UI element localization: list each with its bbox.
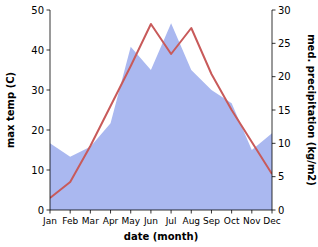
y-tick (47, 10, 51, 11)
x-tick-label: Sep (203, 216, 220, 226)
x-tick (211, 210, 212, 214)
x-axis-label: date (month) (124, 231, 198, 242)
x-tick (191, 210, 192, 214)
y-tick-label: 20 (31, 125, 44, 136)
x-tick-label: Apr (103, 216, 119, 226)
y-tick (47, 210, 51, 211)
y2-tick (272, 43, 276, 44)
y-tick (47, 50, 51, 51)
x-tick (90, 210, 91, 214)
x-tick-label: Jul (165, 216, 177, 226)
y2-tick (272, 76, 276, 77)
x-tick (231, 210, 232, 214)
y2-tick-label: 10 (278, 138, 291, 149)
x-tick (171, 210, 172, 214)
x-tick-label: Aug (182, 216, 200, 226)
y-tick (47, 90, 51, 91)
x-tick (110, 210, 111, 214)
y2-tick-label: 25 (278, 38, 291, 49)
y-axis-line (50, 10, 51, 210)
y-tick-label: 30 (31, 85, 44, 96)
y2-tick-label: 20 (278, 71, 291, 82)
y-tick-label: 40 (31, 45, 44, 56)
y2-tick-label: 5 (278, 171, 284, 182)
plot-area (50, 23, 272, 210)
y2-tick-label: 30 (278, 5, 291, 16)
x-tick (50, 210, 51, 214)
x-tick (70, 210, 71, 214)
x-tick-label: Jun (143, 216, 158, 226)
chart: 01020304050051015202530JanFebMarAprMayJu… (0, 0, 318, 247)
x-tick-label: Oct (224, 216, 240, 226)
x-tick (150, 210, 151, 214)
x-tick-label: May (121, 216, 140, 226)
y2-tick (272, 110, 276, 111)
y-tick (47, 170, 51, 171)
x-tick-label: Dec (263, 216, 280, 226)
x-tick-label: Nov (243, 216, 261, 226)
y-tick (47, 130, 51, 131)
y2-tick-label: 0 (278, 205, 284, 216)
y-tick-label: 10 (31, 165, 44, 176)
y-tick-label: 50 (31, 5, 44, 16)
x-tick-label: Jan (42, 216, 57, 226)
y2-tick-label: 15 (278, 105, 291, 116)
x-tick (272, 210, 273, 214)
y-tick-label: 0 (38, 205, 44, 216)
x-tick (130, 210, 131, 214)
temp-line (50, 24, 272, 198)
y2-tick (272, 176, 276, 177)
precip-area (50, 23, 272, 210)
y2-tick (272, 10, 276, 11)
x-tick (251, 210, 252, 214)
x-tick-label: Mar (82, 216, 99, 226)
x-axis-line (50, 210, 272, 211)
y-axis-label: max temp (C) (5, 72, 16, 148)
x-tick-label: Feb (62, 216, 78, 226)
y2-axis-label: med. precipitation (kg/m2) (306, 34, 317, 186)
y2-tick (272, 210, 276, 211)
y2-tick (272, 143, 276, 144)
